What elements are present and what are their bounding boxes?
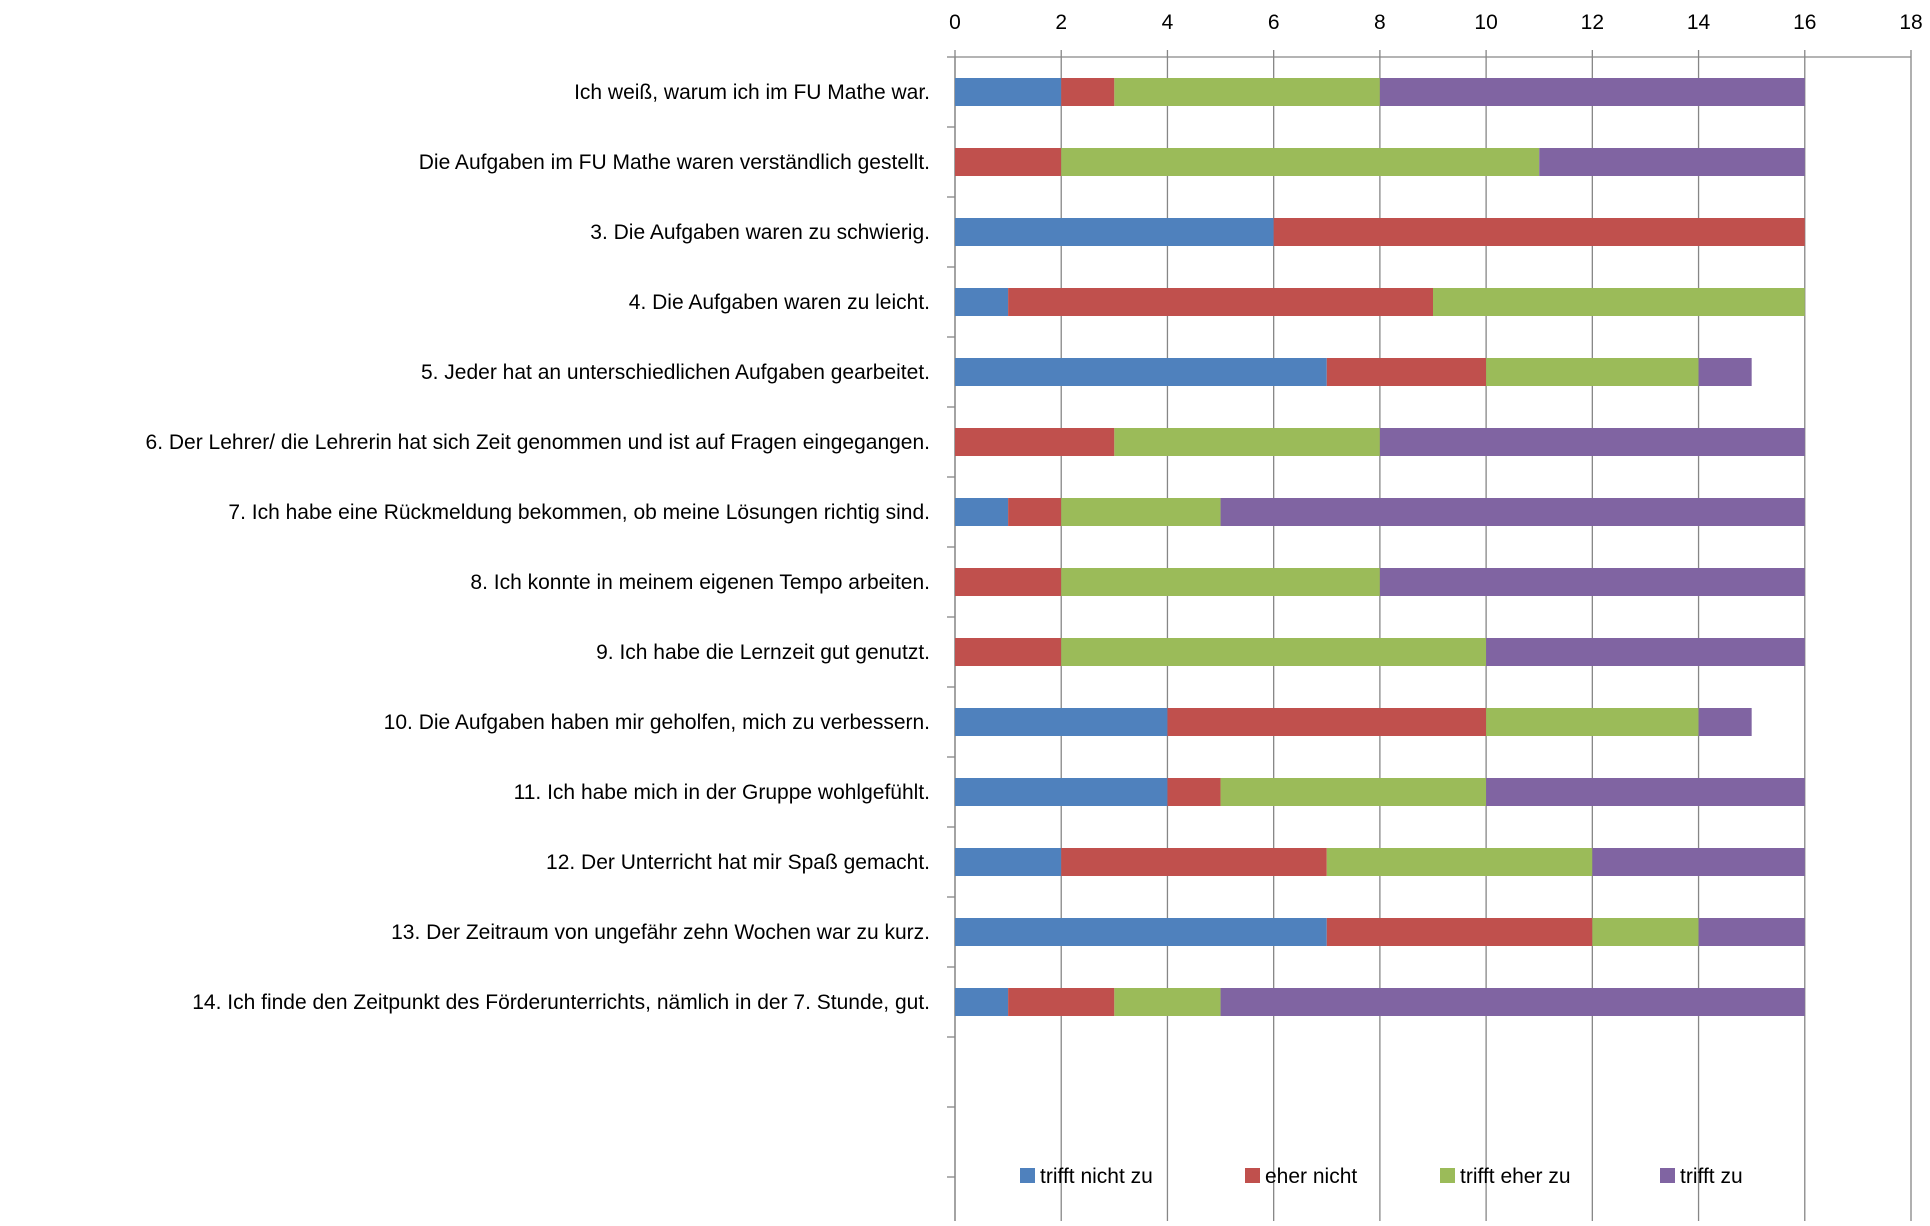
bar-segment <box>1008 498 1062 526</box>
x-tick-label: 2 <box>1055 11 1067 34</box>
bar-segment <box>1061 638 1487 666</box>
category-label: 10. Die Aufgaben haben mir geholfen, mic… <box>384 711 930 734</box>
bar-segment <box>955 358 1327 386</box>
bar-segment <box>1220 498 1805 526</box>
x-tick-label: 8 <box>1374 11 1386 34</box>
bar-segment <box>1061 498 1221 526</box>
legend-swatch <box>1245 1168 1260 1183</box>
legend: trifft nicht zu eher nicht trifft eher zu t… <box>1020 1165 1743 1188</box>
bar-segment <box>1167 778 1221 806</box>
bar-segment <box>1486 638 1805 666</box>
bar-segment <box>1326 358 1487 386</box>
bar-segment <box>955 778 1168 806</box>
bar-segment <box>1592 918 1699 946</box>
category-label: 4. Die Aufgaben waren zu leicht. <box>629 291 930 314</box>
bar-segment <box>1486 778 1805 806</box>
bar-segment <box>1326 848 1593 876</box>
x-tick-label: 14 <box>1687 11 1711 34</box>
bar-segment <box>955 918 1327 946</box>
x-tick-label: 4 <box>1162 11 1174 34</box>
bar-segment <box>955 638 1062 666</box>
legend-swatch <box>1440 1168 1455 1183</box>
bar-segment <box>1061 78 1115 106</box>
legend-label: trifft zu <box>1680 1165 1743 1188</box>
category-label: 7. Ich habe eine Rückmeldung bekommen, o… <box>228 501 930 524</box>
bar-segment <box>1379 78 1805 106</box>
legend-label: eher nicht <box>1265 1165 1357 1188</box>
bar-segment <box>955 708 1168 736</box>
bar-segment <box>1326 918 1593 946</box>
bar-segment <box>1114 428 1380 456</box>
bar-segment <box>955 288 1009 316</box>
bar-segment <box>955 498 1009 526</box>
bar-segment <box>955 78 1062 106</box>
axes: 0 2 4 6 8 10 12 14 16 18 <box>947 11 1923 1221</box>
bar-segment <box>1220 988 1805 1016</box>
bar-segment <box>955 148 1062 176</box>
category-label: 9. Ich habe die Lernzeit gut genutzt. <box>596 641 930 664</box>
bar-segment <box>1592 848 1805 876</box>
legend-label: trifft eher zu <box>1460 1165 1571 1188</box>
x-tick-label: 0 <box>949 11 961 34</box>
category-label: 14. Ich finde den Zeitpunkt des Förderun… <box>192 991 930 1014</box>
category-labels: Ich weiß, warum ich im FU Mathe war. Die … <box>146 81 930 1014</box>
category-label: 12. Der Unterricht hat mir Spaß gemacht. <box>546 851 930 874</box>
x-tick-label: 6 <box>1268 11 1280 34</box>
bar-segment <box>1698 918 1805 946</box>
category-label: Die Aufgaben im FU Mathe waren verständl… <box>419 151 930 174</box>
bar-segment <box>1114 78 1380 106</box>
legend-swatch <box>1660 1168 1675 1183</box>
category-label: 11. Ich habe mich in der Gruppe wohlgefü… <box>514 781 930 804</box>
category-label: 6. Der Lehrer/ die Lehrerin hat sich Zei… <box>146 431 930 454</box>
bar-segment <box>1698 358 1752 386</box>
bar-segment <box>955 988 1009 1016</box>
bar-segment <box>955 848 1062 876</box>
x-tick-label: 10 <box>1474 11 1497 34</box>
category-label: 5. Jeder hat an unterschiedlichen Aufgab… <box>421 361 930 384</box>
bar-segment <box>1379 428 1805 456</box>
legend-label: trifft nicht zu <box>1040 1165 1153 1188</box>
bar-segment <box>1698 708 1752 736</box>
x-tick-label: 12 <box>1581 11 1604 34</box>
bars <box>955 78 1805 1016</box>
category-label: 13. Der Zeitraum von ungefähr zehn Woche… <box>391 921 930 944</box>
category-label: 3. Die Aufgaben waren zu schwierig. <box>590 221 930 244</box>
bar-segment <box>1486 708 1699 736</box>
bar-segment <box>1486 358 1699 386</box>
bar-segment <box>1114 988 1221 1016</box>
bar-segment <box>1061 148 1540 176</box>
bar-segment <box>1273 218 1805 246</box>
bar-segment <box>1539 148 1805 176</box>
bar-segment <box>955 218 1274 246</box>
bar-segment <box>1433 288 1805 316</box>
bar-segment <box>1061 568 1380 596</box>
x-tick-label: 18 <box>1899 11 1922 34</box>
legend-swatch <box>1020 1168 1035 1183</box>
bar-segment <box>1061 848 1327 876</box>
category-label: 8. Ich konnte in meinem eigenen Tempo ar… <box>470 571 930 594</box>
bar-segment <box>955 428 1115 456</box>
bar-segment <box>1008 288 1433 316</box>
bar-segment <box>1008 988 1115 1016</box>
x-tick-label: 16 <box>1793 11 1816 34</box>
bar-segment <box>955 568 1062 596</box>
bar-segment <box>1379 568 1805 596</box>
category-label: Ich weiß, warum ich im FU Mathe war. <box>574 81 930 104</box>
bar-segment <box>1220 778 1487 806</box>
bar-segment <box>1167 708 1487 736</box>
